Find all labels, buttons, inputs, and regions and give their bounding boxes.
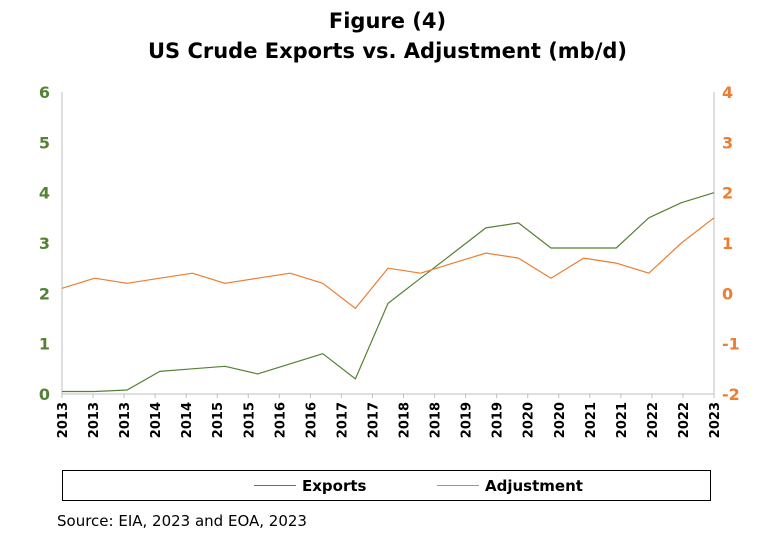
y-right-tick-label: 3 [722,133,733,152]
legend-item-exports: Exports [254,471,366,500]
y-right-tick-label: -2 [722,385,740,404]
x-tick-label: 2020 [553,402,568,438]
series-line-exports [62,192,715,393]
y-right-tick-label: 1 [722,234,733,253]
y-left-tick-label: 3 [39,234,50,253]
x-tick-label: 2014 [180,402,195,438]
x-tick-label: 2021 [615,402,630,438]
x-tick-label: 2022 [677,402,692,438]
y-right-tick-label: 0 [722,284,733,303]
chart-title: Figure (4) US Crude Exports vs. Adjustme… [0,6,775,66]
series-layer [61,192,715,393]
legend-line-exports [254,485,296,486]
x-tick-label: 2019 [491,402,506,438]
source-note: Source: EIA, 2023 and EOA, 2023 [57,512,307,530]
y-left-tick-label: 2 [39,284,50,303]
x-tick-label: 2022 [646,402,661,438]
chart-subtitle: US Crude Exports vs. Adjustment (mb/d) [147,39,628,63]
x-tick-label: 2018 [429,402,444,438]
y-right-tick-label: 4 [722,83,733,102]
x-tick-label: 2020 [522,402,537,438]
x-tick-label: 2018 [398,402,413,438]
legend-item-adjustment: Adjustment [437,471,583,500]
y-left-tick-label: 4 [39,184,50,203]
x-tick-label: 2015 [211,402,226,438]
legend-label-exports: Exports [302,476,367,495]
chart-title-line1: Figure (4) [328,9,447,33]
y-right-tick-label: -1 [722,335,740,354]
x-tick-label: 2023 [708,402,723,438]
y-left-tick-label: 6 [39,83,50,102]
legend-label-adjustment: Adjustment [485,476,583,495]
x-tick-label: 2017 [335,402,350,438]
series-line-adjustment [61,217,715,309]
x-tick-label: 2015 [242,402,257,438]
x-tick-label: 2013 [87,402,102,438]
x-tick-label: 2016 [273,402,288,438]
y-right-tick-label: 2 [722,184,733,203]
x-tick-label: 2013 [118,402,133,438]
plot-frame [61,92,715,395]
legend: Exports Adjustment [62,470,711,501]
y-left-tick-label: 0 [39,385,50,404]
x-tick-label: 2014 [149,402,164,438]
x-tick-label: 2016 [304,402,319,438]
x-tick-label: 2021 [584,402,599,438]
legend-line-adjustment [437,485,479,486]
axis-layer: 0 1 2 3 4 5 6 -2 -1 0 1 2 3 4 2013 2013 2013 2014 2014 2015… [39,83,740,438]
chart-svg: 0 1 2 3 4 5 6 -2 -1 0 1 2 3 4 2013 2013 2013 2014 2014 2015… [39,83,740,438]
x-tick-label: 2019 [460,402,475,438]
x-tick-label: 2017 [366,402,381,438]
y-left-tick-label: 5 [39,133,50,152]
y-left-tick-label: 1 [39,335,50,354]
x-tick-label: 2013 [56,402,71,438]
